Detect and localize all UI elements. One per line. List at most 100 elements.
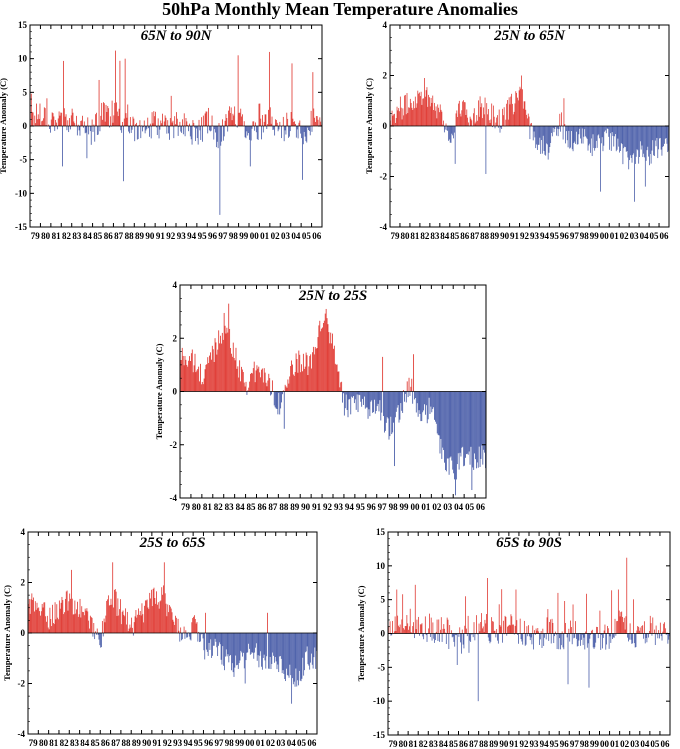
bar [445,123,447,126]
bar [505,616,507,634]
bar [622,616,623,634]
bar [310,633,312,654]
bar [89,628,90,633]
bar [287,118,289,126]
bar [50,119,52,126]
bar [595,126,596,149]
bar [228,633,230,663]
bar [97,633,99,635]
bar [492,105,494,126]
bar [248,387,250,392]
bar [86,608,88,633]
bar [512,103,513,126]
bar [71,108,73,126]
bar [61,596,63,633]
bar [248,126,249,134]
bar [484,619,486,634]
bar [234,106,236,126]
bar [576,126,578,145]
x-tick-label: 98 [389,502,399,512]
bar [102,633,104,637]
bar [232,113,234,126]
bar [225,333,227,392]
bar [232,633,234,673]
bar [84,608,86,633]
bar [447,126,449,131]
bar [297,633,299,681]
bar [182,119,183,126]
bar [262,382,264,392]
bar [393,631,395,634]
bar [223,312,225,392]
bar [214,633,216,639]
bar [461,629,463,634]
x-tick-label: 03 [276,738,286,748]
bar [120,126,122,131]
y-tick-label: -5 [378,662,386,672]
bar [611,126,613,133]
bar [229,113,231,126]
bar [164,115,166,126]
bar [584,633,586,650]
bar [86,126,88,159]
bar [277,633,279,665]
bar [465,596,467,634]
bar [419,391,421,414]
bar [487,114,488,126]
bar [610,633,612,643]
x-tick-label: 93 [177,231,187,241]
bar [184,633,186,639]
bar [220,335,221,392]
bar [570,627,572,634]
bar [628,633,629,642]
bar [251,633,253,653]
bar [440,617,442,634]
bar [536,126,537,145]
bar [464,625,466,634]
bar [116,615,118,633]
bar [100,633,102,648]
bar [263,121,265,126]
bar [555,633,557,635]
bar [300,633,302,682]
bar [534,633,536,635]
bar [554,126,556,129]
bar [416,103,418,126]
bar [558,126,560,130]
bar [115,50,116,127]
x-tick-label: 94 [540,231,550,241]
bar [271,633,273,664]
bar [295,123,296,126]
bar [664,628,666,634]
bar [431,633,433,641]
bar [428,94,429,126]
bar [634,633,636,648]
bar [239,360,241,392]
bar [262,115,263,126]
x-tick-label: 88 [125,231,135,241]
bar [129,117,131,126]
bar [601,126,603,138]
bar [446,391,448,459]
bar [293,375,295,392]
bar [190,361,191,392]
bar [222,633,224,647]
x-tick-label: 05 [297,738,307,748]
bar [305,633,307,652]
bar [613,633,615,638]
bar [392,620,393,634]
bar [501,589,503,634]
bar [175,124,176,126]
x-tick-label: 04 [287,738,297,748]
x-tick-label: 84 [236,502,246,512]
bar [249,126,251,167]
bar [131,126,133,130]
bar [616,126,618,150]
bar [642,625,644,634]
bar [111,604,113,633]
bar [207,126,209,134]
bar [373,391,375,400]
bar [537,126,539,145]
bar [625,126,627,152]
y-tick-label: 0 [23,121,28,131]
